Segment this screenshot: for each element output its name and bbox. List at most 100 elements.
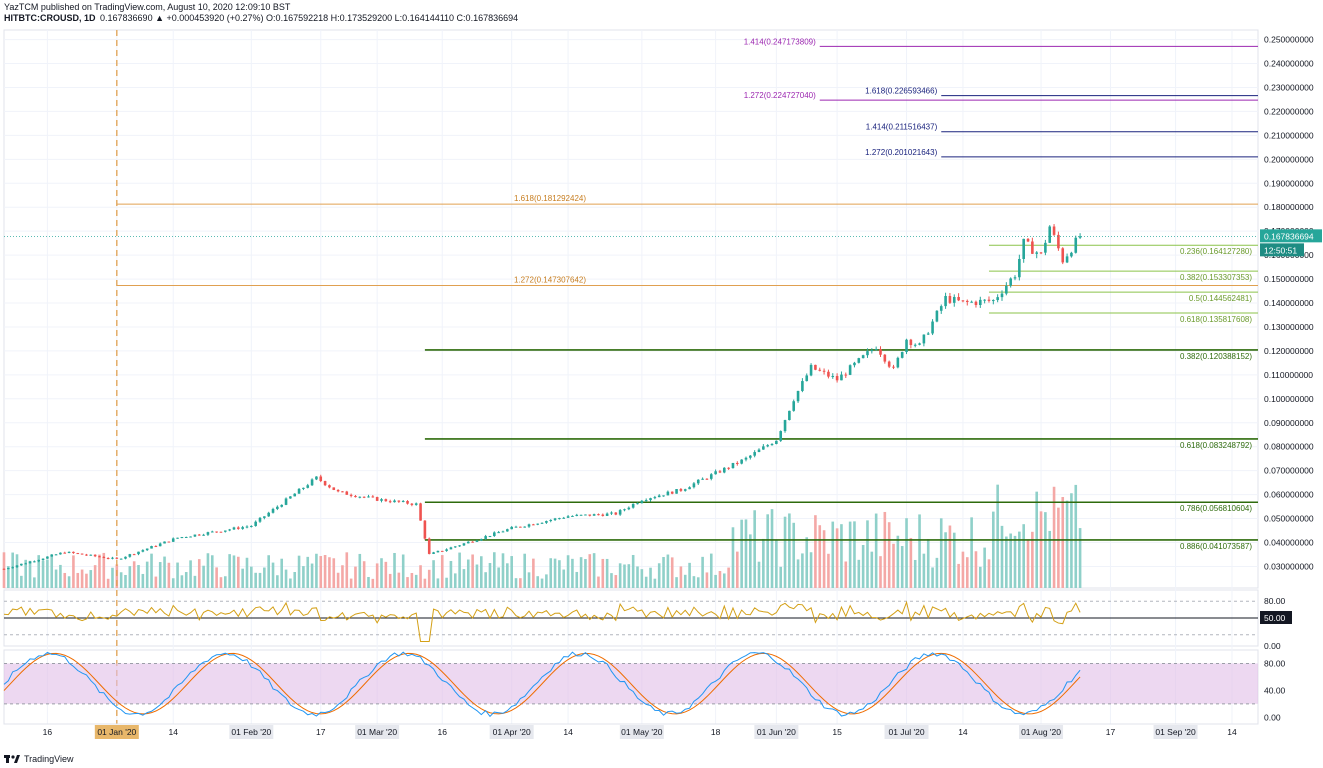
volume-bar: [289, 578, 292, 588]
candle-body: [540, 522, 544, 524]
volume-bar: [67, 576, 71, 588]
candle-body: [683, 489, 687, 491]
candle-body: [553, 518, 557, 520]
candle-body: [579, 514, 583, 516]
candle-body: [237, 527, 240, 529]
candle-body: [119, 558, 123, 560]
candle-body: [510, 526, 513, 530]
volume-bar: [874, 513, 878, 588]
volume-bars: [2, 484, 1082, 588]
fib-level-label: 0.382(0.153307353): [1180, 273, 1252, 282]
candle-body: [718, 471, 722, 473]
volume-bar: [588, 554, 592, 588]
volume-bar: [514, 578, 518, 588]
candle-body: [263, 516, 266, 518]
candle-body: [696, 479, 700, 484]
candle-body: [28, 561, 32, 564]
candle-body: [913, 344, 917, 346]
candle-body: [566, 516, 570, 518]
time-tick-label: 17: [316, 727, 326, 737]
candle-body: [970, 301, 973, 303]
candle-body: [744, 457, 748, 460]
month-label-bg: [884, 725, 929, 739]
volume-bar: [861, 544, 865, 588]
volume-bar: [284, 569, 288, 588]
candle-body: [670, 491, 674, 494]
volume-bar: [722, 573, 726, 588]
volume-bar: [592, 553, 596, 588]
volume-bar: [892, 543, 895, 588]
candle-body: [479, 538, 483, 541]
volume-bar: [952, 532, 956, 588]
candle-body: [653, 497, 657, 499]
volume-bar: [332, 558, 336, 588]
candle-body: [393, 500, 396, 503]
candle-body: [844, 374, 848, 376]
price-tick-label: 0.230000000: [1264, 82, 1314, 92]
volume-bar: [649, 567, 652, 588]
candle-body: [488, 535, 492, 537]
candle-body: [453, 546, 457, 548]
candle-body: [245, 526, 249, 528]
candle-body: [280, 504, 284, 507]
volume-bar: [384, 561, 388, 588]
candle-body: [705, 478, 709, 480]
time-tick-label: 01 Apr '20: [493, 727, 531, 737]
tradingview-logo-icon[interactable]: [4, 754, 20, 764]
volume-bar: [410, 573, 414, 588]
candle-body: [623, 509, 626, 511]
volume-bar: [20, 575, 23, 588]
countdown-label: 12:50:51: [1264, 245, 1297, 255]
volume-bar: [354, 566, 357, 588]
candle-body: [549, 519, 553, 522]
candle-body: [432, 552, 435, 554]
candle-body: [562, 517, 566, 519]
candle-body: [289, 496, 292, 499]
time-tick-label: 16: [43, 727, 53, 737]
volume-bar: [41, 560, 45, 588]
volume-bar: [50, 554, 54, 588]
candle-body: [506, 529, 509, 532]
volume-bar: [163, 556, 166, 588]
volume-bar: [11, 552, 14, 588]
candle-body: [636, 503, 639, 505]
candle-body: [254, 521, 257, 526]
candle-body: [974, 301, 978, 306]
candle-body: [250, 525, 253, 527]
candle-body: [775, 440, 778, 444]
volume-bar: [549, 558, 553, 588]
candle-body: [362, 496, 366, 498]
volume-bar: [714, 574, 717, 588]
volume-bar: [540, 578, 544, 588]
publisher-line: YazTCM published on TradingView.com, Aug…: [4, 2, 291, 12]
fib-level-label: 1.618(0.181292424): [514, 194, 586, 203]
candle-body: [163, 541, 166, 544]
volume-bar: [662, 557, 665, 588]
candle-body: [46, 556, 49, 559]
tradingview-brand[interactable]: TradingView: [24, 754, 74, 764]
volume-bar: [636, 566, 639, 588]
volume-bar: [796, 559, 800, 588]
volume-bar: [506, 563, 509, 588]
volume-bar: [80, 569, 84, 588]
candle-body: [675, 489, 678, 494]
candle-body: [818, 369, 822, 371]
candle-body: [1031, 241, 1034, 254]
time-tick-label: 14: [168, 727, 178, 737]
time-tick-label: 01 Jun '20: [757, 727, 796, 737]
candle-body: [879, 349, 882, 355]
volume-bar: [89, 570, 93, 588]
candle-body: [445, 549, 448, 551]
candle-body: [536, 523, 540, 525]
volume-bar: [866, 520, 869, 588]
volume-bar: [900, 546, 904, 588]
volume-bar: [336, 572, 340, 588]
candle-body: [1022, 238, 1025, 259]
candle-body: [293, 493, 297, 497]
volume-bar: [887, 522, 891, 588]
volume-bar: [458, 552, 461, 588]
rsi-tick-label: 80.00: [1264, 596, 1286, 606]
candle-body: [631, 503, 635, 508]
candle-body: [822, 370, 826, 372]
